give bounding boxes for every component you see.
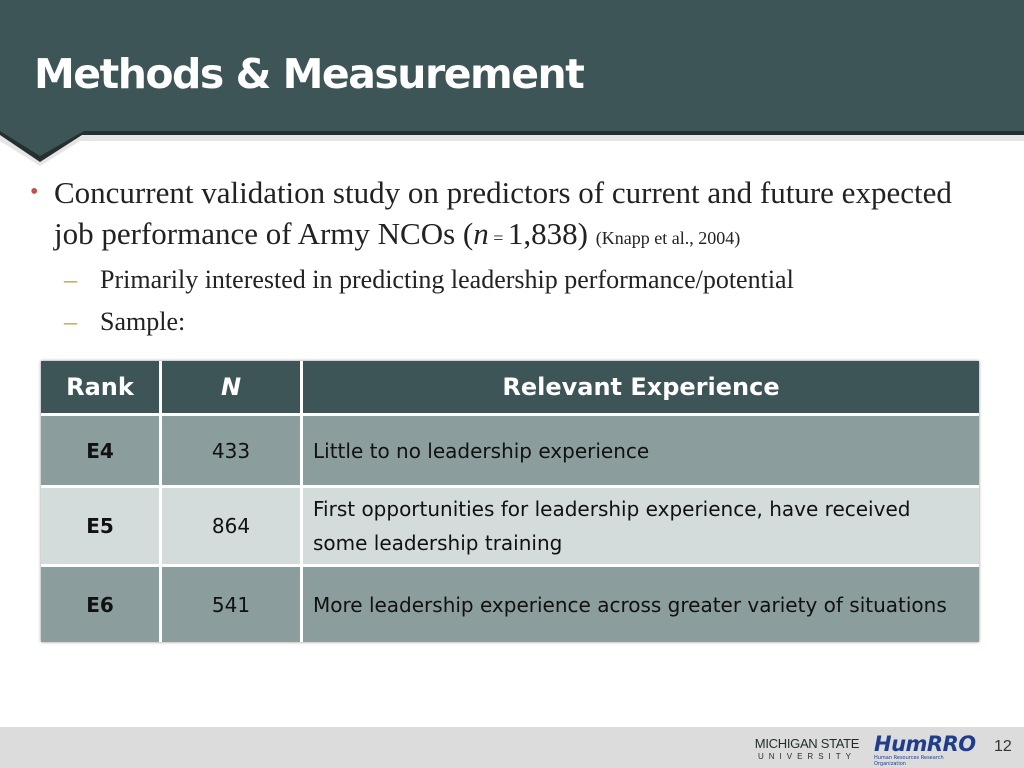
table-header-row: Rank N Relevant Experience bbox=[41, 361, 979, 413]
citation: (Knapp et al., 2004) bbox=[595, 228, 741, 248]
n-value: 1,838 bbox=[507, 216, 578, 251]
sub-bullet-text: Primarily interested in predicting leade… bbox=[100, 265, 794, 294]
page-number: 12 bbox=[994, 738, 1012, 755]
n-cell: 864 bbox=[162, 488, 303, 564]
experience-cell: First opportunities for leadership exper… bbox=[313, 497, 911, 555]
msu-logo: MICHIGAN STATE UNIVERSITY bbox=[752, 737, 862, 763]
bullet-dot: • bbox=[30, 179, 39, 205]
humrro-logo-subtitle: Human Resources Research Organization bbox=[874, 755, 944, 767]
table-row: E6 541 More leadership experience across… bbox=[41, 564, 979, 642]
sub-bullet: – Sample: bbox=[30, 301, 990, 343]
table-row: E5 864 First opportunities for leadershi… bbox=[41, 485, 979, 564]
n-symbol: n bbox=[473, 216, 489, 251]
footer-bar: MICHIGAN STATE UNIVERSITY HumRRO Human R… bbox=[0, 727, 1024, 768]
experience-cell: More leadership experience across greate… bbox=[313, 592, 947, 617]
rank-cell: E4 bbox=[41, 416, 162, 485]
close-paren: ) bbox=[577, 216, 588, 251]
n-equals: = bbox=[488, 228, 508, 248]
sub-bullet-text: Sample: bbox=[100, 307, 186, 336]
n-cell: 541 bbox=[162, 567, 303, 642]
n-cell: 433 bbox=[162, 416, 303, 485]
sub-bullet-dash: – bbox=[64, 307, 77, 336]
bullet-list: • Concurrent validation study on predicto… bbox=[30, 172, 990, 343]
sub-bullet: – Primarily interested in predicting lead… bbox=[30, 259, 990, 301]
title-bar-arrow bbox=[0, 128, 1024, 166]
experience-cell: Little to no leadership experience bbox=[313, 438, 650, 463]
header-n: N bbox=[162, 361, 303, 413]
header-rank: Rank bbox=[41, 361, 162, 413]
msu-logo-line1: MICHIGAN STATE bbox=[754, 736, 860, 751]
humrro-logo: HumRRO Human Resources Research Organiza… bbox=[874, 733, 976, 767]
sample-table: Rank N Relevant Experience E4 433 Little… bbox=[41, 361, 979, 642]
humrro-logo-name: HumRRO bbox=[874, 732, 976, 756]
header-relevant-experience: Relevant Experience bbox=[502, 373, 780, 401]
rank-cell: E5 bbox=[41, 488, 162, 564]
title-bar: Methods & Measurement bbox=[0, 0, 1024, 134]
msu-logo-line2: UNIVERSITY bbox=[757, 752, 856, 761]
rank-cell: E6 bbox=[41, 567, 162, 642]
main-bullet: • Concurrent validation study on predicto… bbox=[30, 172, 990, 259]
slide-title: Methods & Measurement bbox=[34, 50, 585, 98]
sub-bullet-dash: – bbox=[64, 265, 77, 294]
table-row: E4 433 Little to no leadership experienc… bbox=[41, 413, 979, 485]
main-bullet-text: Concurrent validation study on predictor… bbox=[54, 175, 952, 251]
